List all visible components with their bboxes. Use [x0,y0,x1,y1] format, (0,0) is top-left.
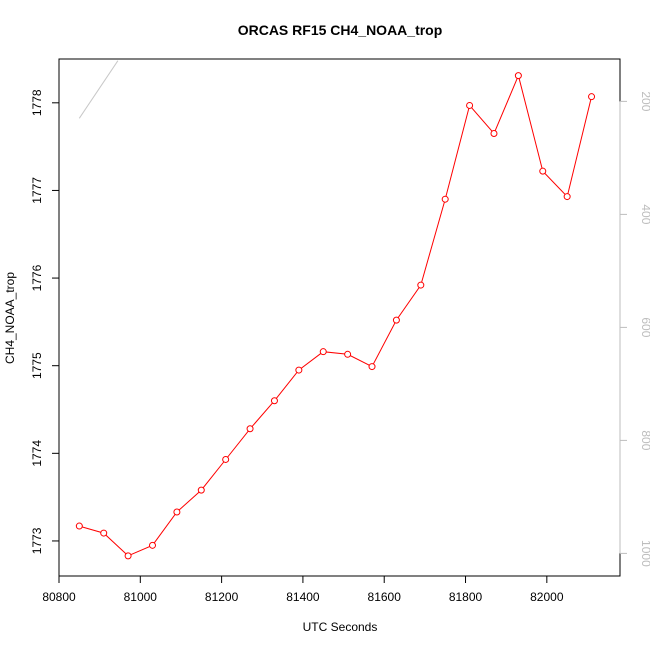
series-0-point [173,508,181,516]
series-0-point [246,425,254,433]
series-0-point [539,167,547,175]
x-tick-label: 81800 [449,590,483,604]
x-tick-label: 81400 [286,590,320,604]
series-0-point [514,72,522,80]
series-0-point [417,281,425,289]
series-0-point [466,101,474,109]
series-0-point [149,541,156,549]
series-0-point [392,316,400,324]
right-axis: 200 400 600 800 1000 [619,91,650,567]
x-tick-label: 81600 [368,590,402,604]
series-0-point [319,348,327,356]
series-0-point [588,93,596,101]
series-1-line [78,60,119,119]
series-0-point [344,350,352,358]
x-tick-label: 82000 [530,590,564,604]
series-0-point [222,455,230,463]
series-0-point [197,486,205,494]
x-tick-label: 81000 [124,590,158,604]
right-tick-label: 200 [639,91,650,111]
x-tick-label: 81200 [205,590,239,604]
x-axis-label: UTC Seconds [303,620,378,634]
right-tick-label: 400 [639,204,650,224]
y-tick-label: 1778 [30,89,44,116]
y-tick-label: 1775 [30,352,44,379]
series-0-point [490,129,498,137]
y-axis: 1773 1774 1775 1776 1777 1778 [30,89,60,554]
series-0-point [75,522,83,530]
x-axis: 80800 81000 81200 81400 81600 81800 82000 [42,575,564,604]
y-axis-label: CH4_NOAA_trop [3,272,17,364]
y-tick-label: 1774 [30,440,44,467]
x-tick-label: 80800 [42,590,76,604]
right-tick-label: 800 [639,430,650,450]
plot-frame [58,58,621,577]
series-0-point [295,366,303,374]
plot-area [75,60,596,560]
right-tick-label: 600 [639,317,650,337]
chart-title: ORCAS RF15 CH4_NOAA_trop [238,22,443,38]
y-tick-label: 1773 [30,527,44,554]
series-0-point [124,552,132,560]
y-tick-label: 1776 [30,264,44,291]
series-0-point [100,529,108,537]
series-0-point [563,193,571,201]
series-0-line [79,74,592,557]
series-0-point [441,195,449,203]
series-0-point [270,397,278,405]
y-tick-label: 1777 [30,177,44,204]
right-tick-label: 1000 [639,540,650,567]
series-0-point [368,363,376,371]
